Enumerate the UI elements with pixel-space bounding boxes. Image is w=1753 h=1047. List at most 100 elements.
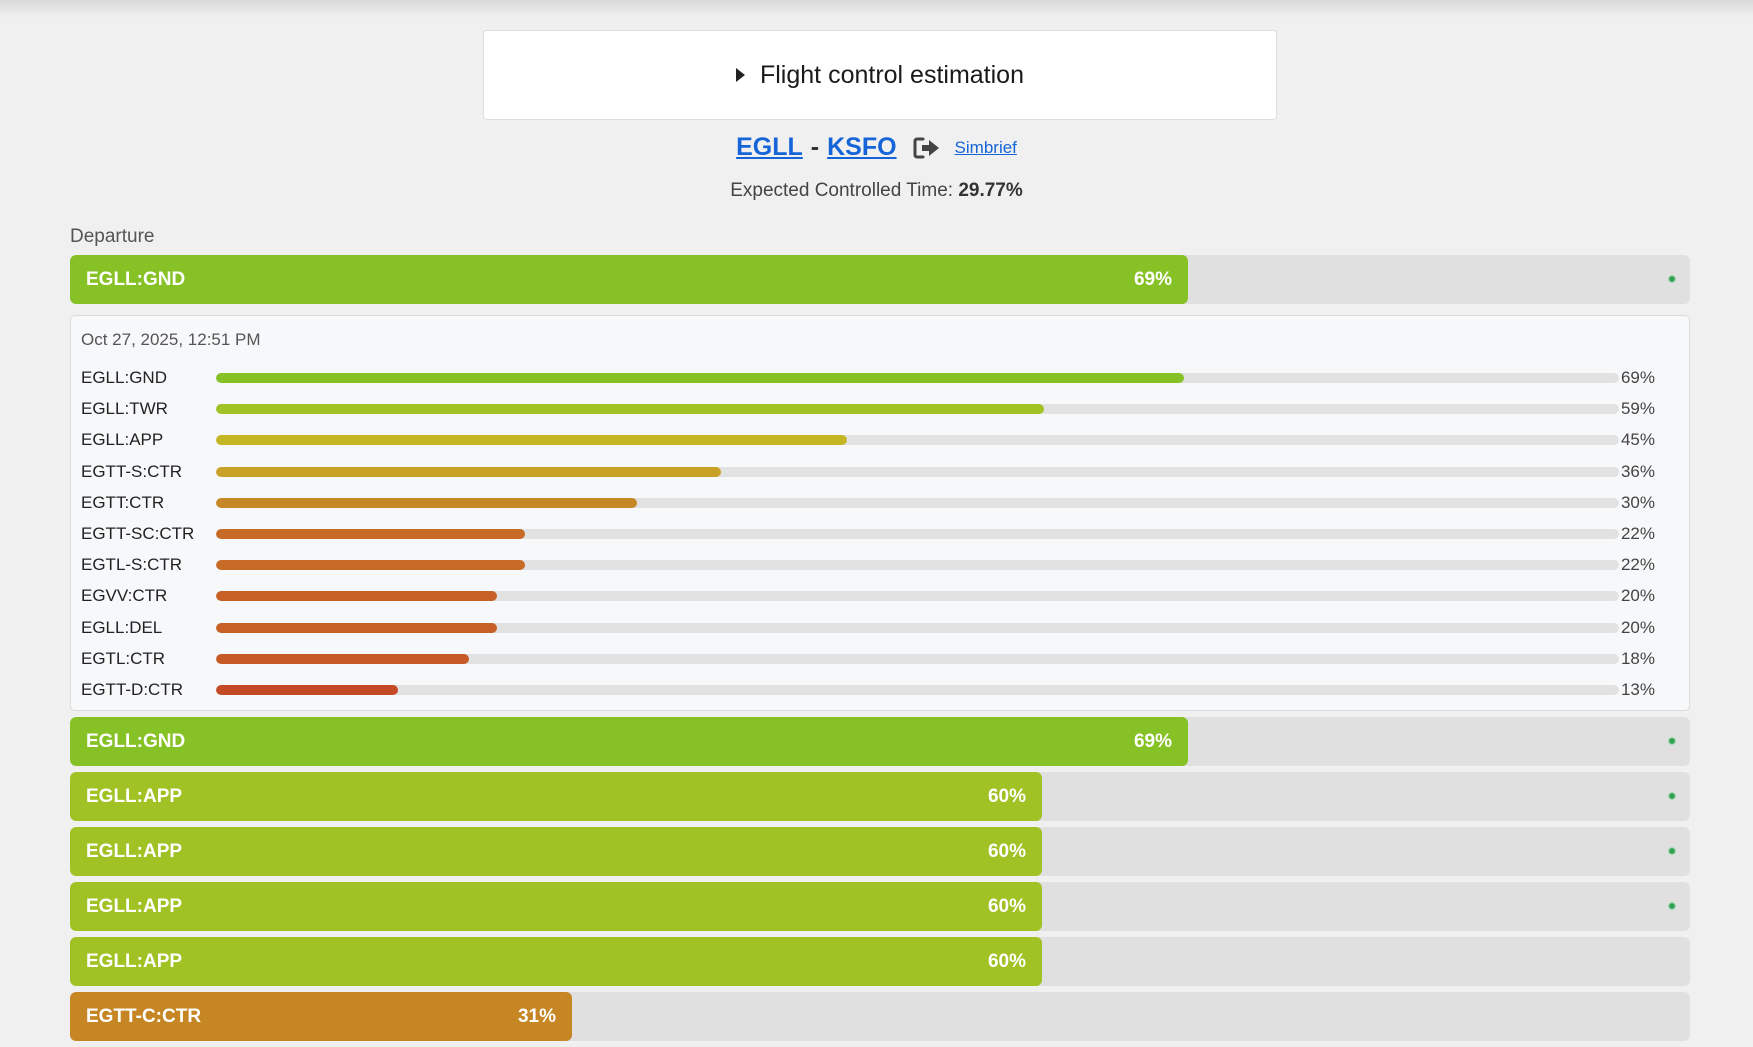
detail-row-fill	[216, 591, 497, 602]
detail-row-value: 69%	[1620, 368, 1655, 387]
station-bar-percent: 31%	[517, 1006, 556, 1027]
detail-row-station: EGLL:GND	[81, 368, 167, 387]
expected-label: Expected Controlled Time:	[730, 180, 954, 201]
station-bar-percent: 60%	[987, 951, 1026, 972]
detail-row-station: EGTT-S:CTR	[81, 461, 183, 481]
detail-row-value: 18%	[1620, 648, 1655, 668]
station-bar[interactable]: EGTT-C:CTR 31%	[70, 992, 1690, 1041]
station-bar-percent: 69%	[1133, 731, 1172, 752]
simbrief-link[interactable]: Simbrief	[954, 137, 1017, 157]
online-status-dot-icon	[1668, 737, 1676, 745]
top-shadow	[0, 0, 1753, 18]
detail-row-station: EGLL:APP	[81, 430, 164, 450]
sign-out-icon[interactable]	[913, 136, 941, 160]
detail-row: EGTT-D:CTR 13%	[81, 674, 1681, 705]
expected-controlled-time: Expected Controlled Time: 29.77%	[0, 180, 1753, 202]
detail-row: EGLL:GND 69%	[81, 362, 1681, 393]
detail-row-track	[216, 560, 1619, 571]
online-status-dot-icon	[1668, 902, 1676, 910]
detail-row-track	[216, 373, 1619, 383]
detail-row-fill	[216, 373, 1185, 383]
detail-row-track	[216, 591, 1619, 602]
detail-row-fill	[216, 653, 469, 664]
station-bar[interactable]: EGLL:APP 60%	[70, 937, 1690, 986]
station-bar[interactable]: EGLL:APP 60%	[70, 772, 1690, 821]
station-bar[interactable]: EGLL:APP 60%	[70, 882, 1690, 931]
station-bar-label: EGLL:APP	[86, 896, 183, 917]
detail-row: EGVV:CTR 20%	[81, 580, 1681, 611]
destination-airport-link[interactable]: KSFO	[827, 133, 897, 161]
detail-row-value: 20%	[1620, 617, 1655, 637]
detail-row-track	[216, 466, 1619, 477]
detail-row-station: EGLL:DEL	[81, 617, 163, 637]
detail-row-track	[216, 685, 1619, 695]
station-bar-label: EGLL:APP	[86, 841, 183, 862]
detail-row: EGTL-S:CTR 22%	[81, 549, 1681, 580]
detail-row-fill	[216, 466, 722, 477]
detail-row-station: EGTT-SC:CTR	[81, 524, 195, 543]
detail-row-fill	[216, 622, 497, 633]
route-separator: -	[810, 133, 820, 161]
detail-row: EGLL:DEL 20%	[81, 612, 1681, 643]
detail-row: EGTL:CTR 18%	[81, 643, 1681, 674]
detail-row-track	[216, 622, 1619, 633]
station-bar[interactable]: EGLL:GND 69%	[70, 717, 1690, 766]
online-status-dot-icon	[1668, 792, 1676, 800]
detail-row-value: 22%	[1620, 555, 1655, 575]
detail-row-track	[216, 404, 1619, 415]
detail-row-track	[216, 653, 1619, 664]
station-bar-label: EGLL:APP	[86, 786, 183, 807]
detail-row-fill	[216, 497, 637, 508]
detail-row-track	[216, 435, 1619, 446]
origin-airport-link[interactable]: EGLL	[736, 133, 803, 161]
detail-row-fill	[216, 435, 848, 446]
station-bar-percent: 60%	[987, 841, 1026, 862]
detail-row: EGLL:TWR 59%	[81, 393, 1681, 424]
station-bar-fill	[70, 992, 572, 1041]
station-bar-label: EGLL:GND	[86, 731, 186, 752]
station-bar[interactable]: EGLL:GND 69%	[70, 255, 1690, 304]
detail-row-station: EGLL:TWR	[81, 399, 168, 419]
detail-row-value: 20%	[1620, 586, 1655, 606]
station-bar-percent: 60%	[987, 786, 1026, 807]
detail-row-station: EGTT:CTR	[81, 492, 165, 512]
route-line: EGLL - KSFO Simbrief	[0, 133, 1753, 162]
station-bar-label: EGLL:APP	[86, 951, 183, 972]
station-bar-fill	[70, 772, 1042, 821]
detail-row-station: EGTT-D:CTR	[81, 680, 183, 699]
online-status-dot-icon	[1668, 275, 1676, 283]
station-bar-label: EGTT-C:CTR	[86, 1006, 202, 1027]
detail-row: EGTT:CTR 30%	[81, 487, 1681, 518]
detail-row-track	[216, 497, 1619, 508]
station-bar-percent: 69%	[1133, 269, 1172, 290]
flight-control-summary-toggle[interactable]: Flight control estimation	[483, 30, 1277, 120]
detail-row-track	[216, 529, 1619, 539]
station-bar-fill	[70, 255, 1188, 304]
detail-row-fill	[216, 685, 399, 695]
detail-row-station: EGVV:CTR	[81, 586, 168, 606]
summary-title: Flight control estimation	[759, 60, 1024, 89]
detail-row: EGTT-S:CTR 36%	[81, 456, 1681, 487]
detail-row-value: 59%	[1620, 399, 1655, 419]
online-status-dot-icon	[1668, 847, 1676, 855]
detail-row-station: EGTL-S:CTR	[81, 555, 183, 575]
caret-right-icon	[735, 68, 745, 82]
station-bar-fill	[70, 882, 1042, 931]
detail-row-fill	[216, 560, 525, 571]
station-bar-fill	[70, 937, 1042, 986]
station-bar[interactable]: EGLL:APP 60%	[70, 827, 1690, 876]
detail-row-station: EGTL:CTR	[81, 648, 166, 668]
station-bar-label: EGLL:GND	[86, 269, 186, 290]
detail-date: Oct 27, 2025, 12:51 PM	[81, 330, 261, 349]
detail-row: EGTT-SC:CTR 22%	[81, 518, 1681, 549]
detail-row-value: 45%	[1620, 430, 1655, 450]
detail-panel: Oct 27, 2025, 12:51 PM EGLL:GND 69% EGLL:T…	[70, 315, 1690, 711]
detail-row-value: 13%	[1620, 680, 1655, 699]
detail-row-value: 30%	[1620, 492, 1655, 512]
detail-row-fill	[216, 404, 1044, 415]
detail-row-fill	[216, 529, 525, 539]
station-bar-fill	[70, 717, 1188, 766]
detail-row-value: 36%	[1620, 461, 1655, 481]
section-label-departure: Departure	[70, 226, 155, 247]
